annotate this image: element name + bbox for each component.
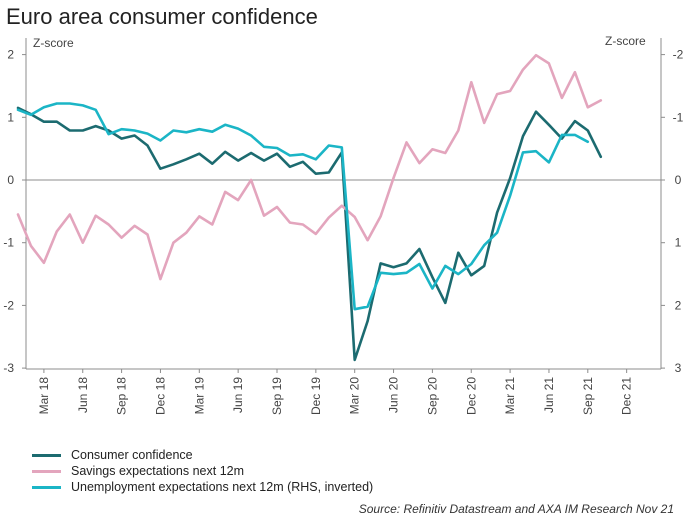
right-axis-tick-label: 0 xyxy=(675,173,682,187)
legend-item-consumer-confidence: Consumer confidence xyxy=(32,447,373,463)
legend-swatch-unemployment-expectations xyxy=(32,485,61,489)
x-axis-tick-label: Jun 18 xyxy=(76,377,90,413)
x-axis-tick-label: Jun 19 xyxy=(231,377,245,413)
left-axis-tick-label: -1 xyxy=(3,236,14,250)
x-axis-tick-label: Dec 19 xyxy=(309,377,323,415)
x-axis-tick-label: Mar 20 xyxy=(348,377,362,415)
x-axis-tick-label: Dec 20 xyxy=(464,377,478,415)
line-chart: 2 1 0 -1 -2 -3 -2 -1 0 1 2 3 Mar 18 Jun 18 Sep 18 Dec 1… xyxy=(3,38,684,415)
x-axis-tick-label: Jun 21 xyxy=(542,377,556,413)
legend-item-savings-expectations: Savings expectations next 12m xyxy=(32,463,373,479)
chart-title: Euro area consumer confidence xyxy=(6,4,318,29)
x-axis-tick-label: Mar 19 xyxy=(192,377,206,415)
x-axis-tick-label: Sep 21 xyxy=(581,377,595,415)
right-axis-tick-label: 2 xyxy=(675,298,682,312)
left-axis-tick-label: 2 xyxy=(7,48,14,62)
x-axis-tick-label: Mar 18 xyxy=(37,377,51,415)
x-axis-tick-label: Sep 19 xyxy=(270,377,284,415)
x-axis-tick-label: Dec 18 xyxy=(153,377,167,415)
left-axis-tick-label: -2 xyxy=(3,298,14,312)
x-axis-tick-label: Dec 21 xyxy=(620,377,634,415)
x-axis-tick-label: Sep 18 xyxy=(115,377,129,415)
legend-label-unemployment-expectations: Unemployment expectations next 12m (RHS,… xyxy=(71,480,374,494)
left-axis-tick-label: 1 xyxy=(7,110,14,124)
right-axis-tick-label: 3 xyxy=(675,361,682,375)
chart-series xyxy=(16,53,603,362)
chart-axes: 2 1 0 -1 -2 -3 -2 -1 0 1 2 3 Mar 18 Jun 18 Sep 18 Dec 1… xyxy=(3,38,684,415)
right-axis-tick-label: 1 xyxy=(675,236,682,250)
left-axis-tick-label: 0 xyxy=(7,173,14,187)
x-axis-tick-label: Jun 20 xyxy=(387,377,401,413)
left-axis-tick-label: -3 xyxy=(3,361,14,375)
legend-swatch-savings-expectations xyxy=(32,469,61,473)
right-axis-tick-label: -2 xyxy=(673,48,684,62)
right-axis-tick-label: -1 xyxy=(673,110,684,124)
series-line-consumer-confidence xyxy=(16,106,603,362)
legend-label-savings-expectations: Savings expectations next 12m xyxy=(71,464,245,478)
chart-legend: Consumer confidence Savings expectations… xyxy=(32,447,373,495)
x-axis-tick-label: Mar 21 xyxy=(503,377,517,415)
series-line-savings-expectations xyxy=(16,53,603,281)
right-axis-unit-label: Z-score xyxy=(605,34,646,48)
x-axis-tick-label: Sep 20 xyxy=(425,377,439,415)
legend-swatch-consumer-confidence xyxy=(32,453,61,457)
legend-item-unemployment-expectations: Unemployment expectations next 12m (RHS,… xyxy=(32,479,373,495)
source-note: Source: Refinitiv Datastream and AXA IM … xyxy=(358,502,674,516)
series-line-unemployment-expectations xyxy=(16,102,590,311)
legend-label-consumer-confidence: Consumer confidence xyxy=(71,448,193,462)
left-axis-unit-label: Z-score xyxy=(33,36,74,50)
